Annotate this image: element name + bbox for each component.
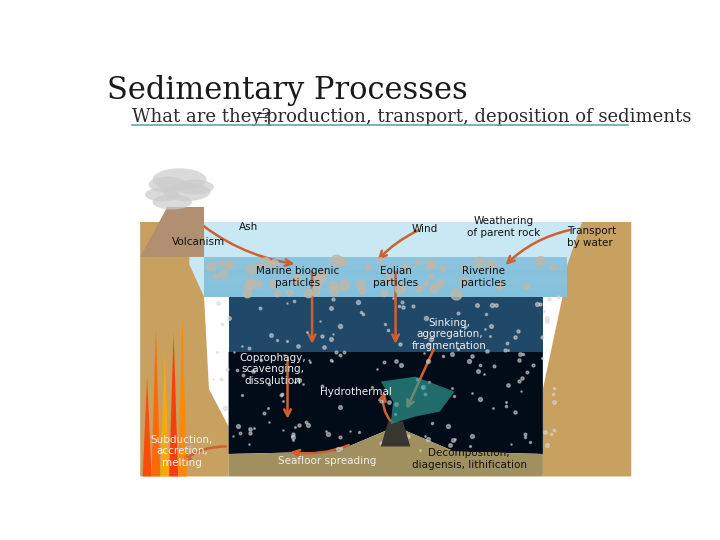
Polygon shape xyxy=(204,290,567,297)
Text: =: = xyxy=(249,109,270,126)
Polygon shape xyxy=(169,333,178,476)
Text: Sinking,
aggregation,
fragmentation: Sinking, aggregation, fragmentation xyxy=(412,318,487,351)
Polygon shape xyxy=(381,422,410,447)
Polygon shape xyxy=(204,277,567,284)
Polygon shape xyxy=(140,222,229,476)
Ellipse shape xyxy=(174,180,214,194)
Text: Marine biogenic
particles: Marine biogenic particles xyxy=(256,266,339,288)
Ellipse shape xyxy=(163,183,210,201)
Text: Volcanism: Volcanism xyxy=(172,237,225,247)
Text: Decomposition,
diagensis, lithification: Decomposition, diagensis, lithification xyxy=(412,448,527,470)
Polygon shape xyxy=(140,222,631,297)
Polygon shape xyxy=(204,284,567,290)
Ellipse shape xyxy=(153,168,207,191)
Polygon shape xyxy=(204,270,567,277)
Text: Hydrothermal: Hydrothermal xyxy=(320,387,392,396)
Text: Seafloor spreading: Seafloor spreading xyxy=(278,456,376,467)
Ellipse shape xyxy=(148,177,186,193)
Polygon shape xyxy=(229,297,543,352)
Polygon shape xyxy=(229,427,543,476)
Polygon shape xyxy=(140,207,204,257)
Text: Coprophagy,
scavenging,
dissolution: Coprophagy, scavenging, dissolution xyxy=(240,353,306,386)
Polygon shape xyxy=(229,352,543,454)
Polygon shape xyxy=(143,376,151,476)
Ellipse shape xyxy=(153,194,192,210)
Text: What are they?: What are they? xyxy=(132,109,271,126)
Polygon shape xyxy=(543,222,631,476)
Text: Eolian
particles: Eolian particles xyxy=(373,266,418,288)
Text: Subduction,
accretion,
melting: Subduction, accretion, melting xyxy=(150,435,213,468)
Text: production, transport, deposition of sediments: production, transport, deposition of sed… xyxy=(266,109,691,126)
Text: Riverine
particles: Riverine particles xyxy=(462,266,506,288)
Polygon shape xyxy=(204,257,567,297)
Polygon shape xyxy=(178,316,187,476)
Polygon shape xyxy=(161,352,169,476)
Text: Weathering
of parent rock: Weathering of parent rock xyxy=(467,216,540,238)
Text: Transport
by water: Transport by water xyxy=(567,226,616,248)
Ellipse shape xyxy=(145,187,179,201)
Text: Wind: Wind xyxy=(412,225,438,234)
Polygon shape xyxy=(381,377,454,424)
Text: Ash: Ash xyxy=(238,222,258,232)
Text: Sedimentary Processes: Sedimentary Processes xyxy=(107,75,467,106)
Polygon shape xyxy=(151,329,161,476)
